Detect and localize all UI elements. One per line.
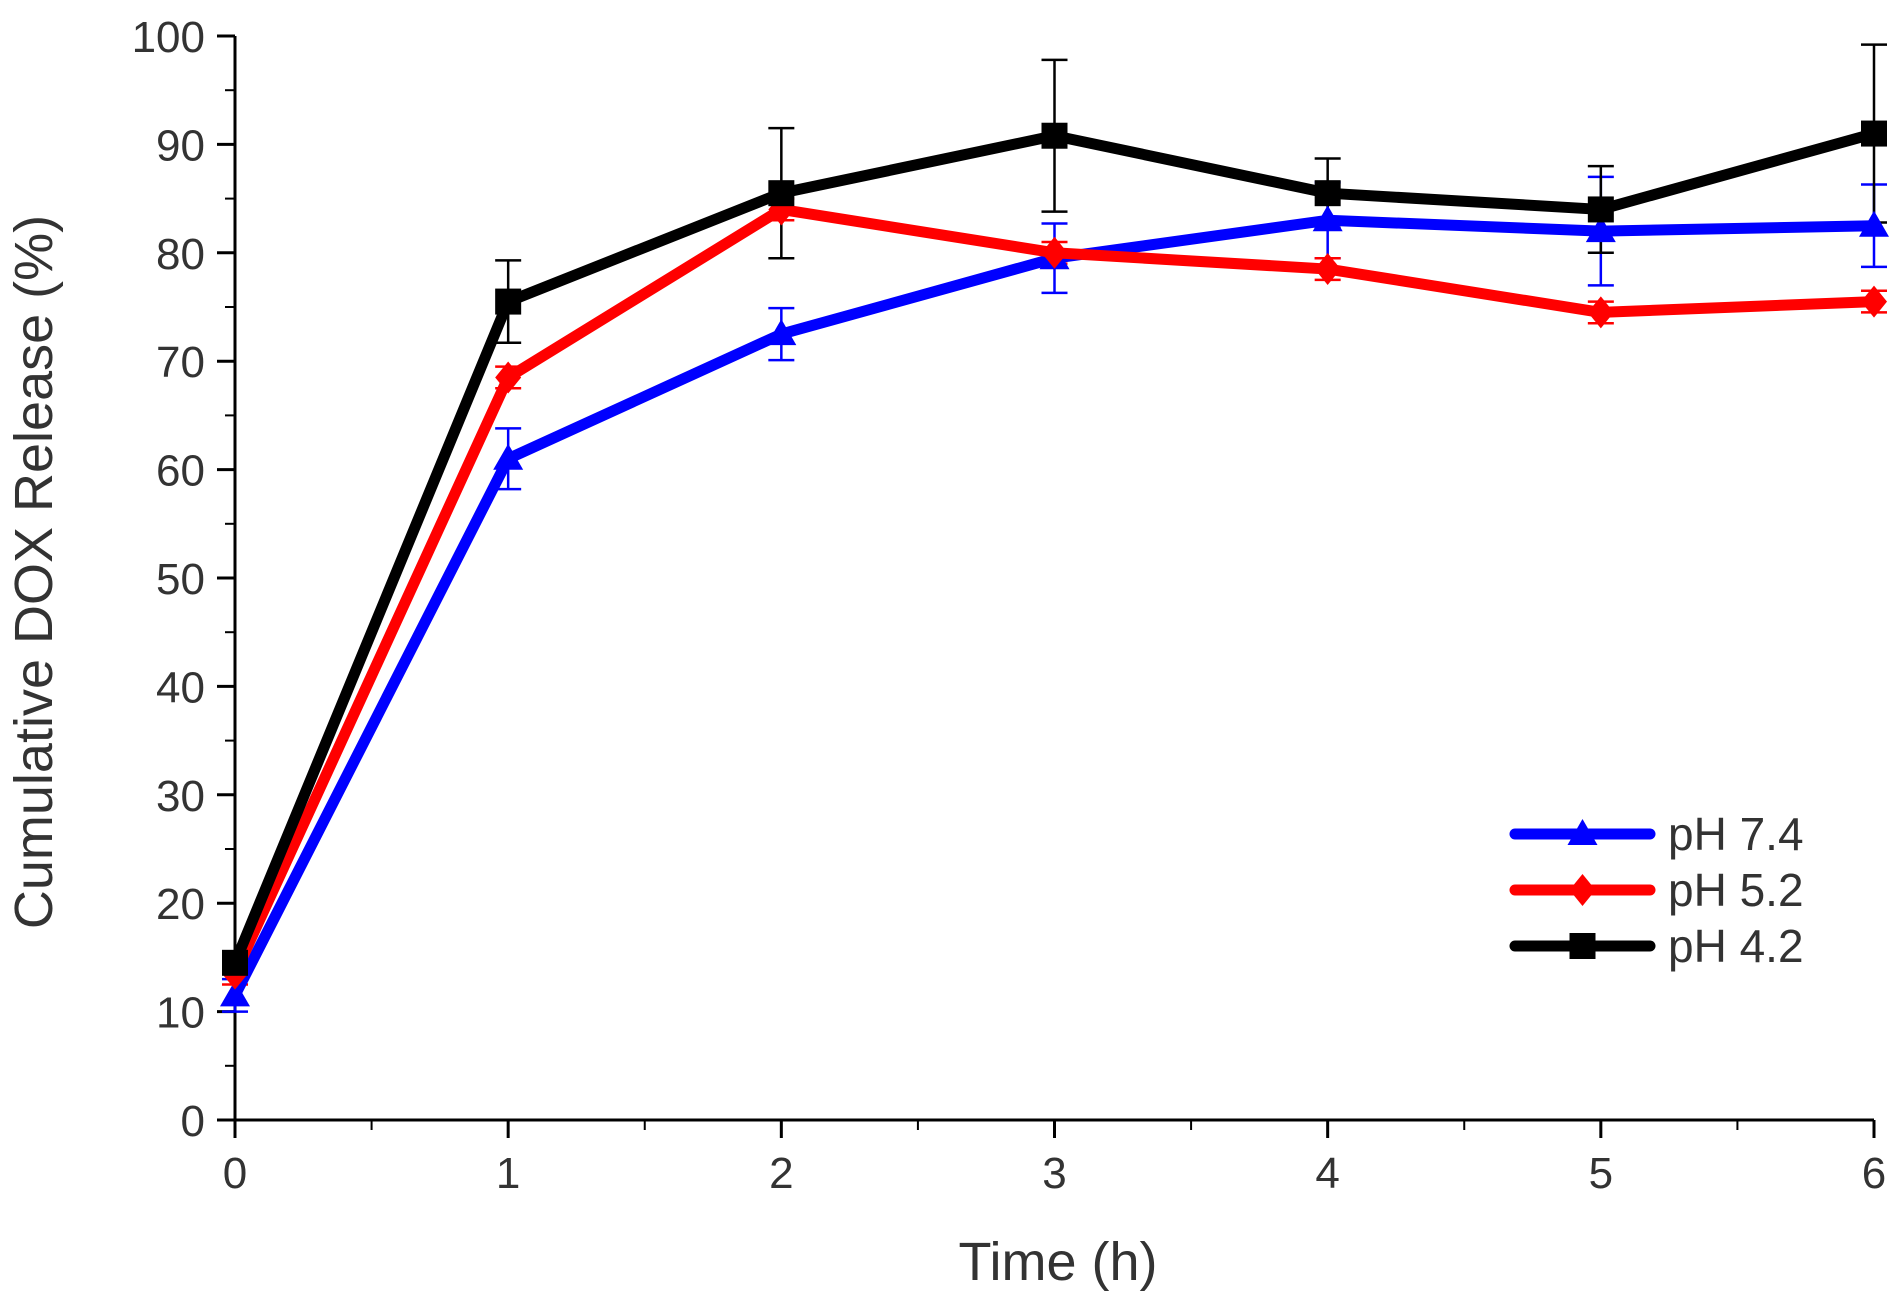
y-tick-label: 10	[156, 989, 205, 1038]
y-axis-title: Cumulative DOX Release (%)	[4, 215, 64, 929]
legend-marker	[1569, 933, 1596, 959]
series-group	[220, 120, 1889, 1007]
x-tick-label: 1	[496, 1149, 520, 1198]
y-tick-label: 40	[156, 663, 205, 712]
y-tick-label: 90	[156, 121, 205, 170]
data-point-ph-4-2	[1587, 196, 1614, 223]
x-tick-label: 2	[769, 1149, 793, 1198]
y-tick-label: 100	[132, 13, 205, 62]
data-point-ph-7-4	[493, 443, 524, 470]
y-tick-label: 0	[181, 1097, 205, 1146]
data-point-ph-4-2	[768, 180, 795, 207]
data-point-ph-4-2	[495, 288, 522, 315]
legend-label: pH 5.2	[1668, 864, 1804, 916]
data-point-ph-4-2	[1861, 120, 1887, 147]
legend: pH 7.4pH 5.2pH 4.2	[1509, 808, 1804, 972]
data-point-ph-5-2	[1861, 285, 1887, 318]
data-point-ph-4-2	[1041, 122, 1068, 149]
data-point-ph-7-4	[1312, 205, 1343, 232]
legend-marker	[1569, 874, 1596, 906]
legend-entry: pH 7.4	[1509, 808, 1804, 860]
y-tick-label: 80	[156, 230, 205, 279]
data-point-ph-7-4	[220, 980, 250, 1007]
legend-entry: pH 5.2	[1509, 864, 1804, 916]
data-point-ph-4-2	[222, 949, 248, 976]
data-point-ph-5-2	[1587, 296, 1614, 329]
y-tick-label: 20	[156, 880, 205, 929]
series-line-ph-7-4	[230, 214, 1875, 998]
legend-label: pH 7.4	[1668, 808, 1804, 860]
data-point-ph-5-2	[495, 361, 522, 394]
y-tick-label: 50	[156, 555, 205, 604]
y-tick-label: 70	[156, 338, 205, 387]
data-point-ph-4-2	[1314, 180, 1341, 207]
data-point-ph-7-4	[1859, 210, 1889, 237]
series-line-ph-5-2	[229, 203, 1875, 976]
data-point-ph-7-4	[1585, 216, 1616, 243]
data-point-ph-5-2	[1041, 236, 1068, 269]
x-tick-label: 6	[1862, 1149, 1886, 1198]
data-point-ph-5-2	[1314, 253, 1341, 286]
x-tick-label: 4	[1315, 1149, 1339, 1198]
y-tick-label: 30	[156, 772, 205, 821]
x-tick-label: 5	[1589, 1149, 1613, 1198]
axes: 0 10 20 30 40 50 60 70 80 90 100 0 1 2 3 4 5 6	[132, 13, 1887, 1198]
legend-label: pH 4.2	[1668, 920, 1804, 972]
legend-entry: pH 4.2	[1509, 920, 1804, 972]
legend-marker	[1567, 819, 1598, 845]
x-tick-label: 3	[1042, 1149, 1066, 1198]
y-tick-label: 60	[156, 447, 205, 496]
x-tick-label: 0	[223, 1149, 247, 1198]
x-axis-title: Time (h)	[959, 1232, 1158, 1292]
data-point-ph-7-4	[766, 319, 797, 346]
